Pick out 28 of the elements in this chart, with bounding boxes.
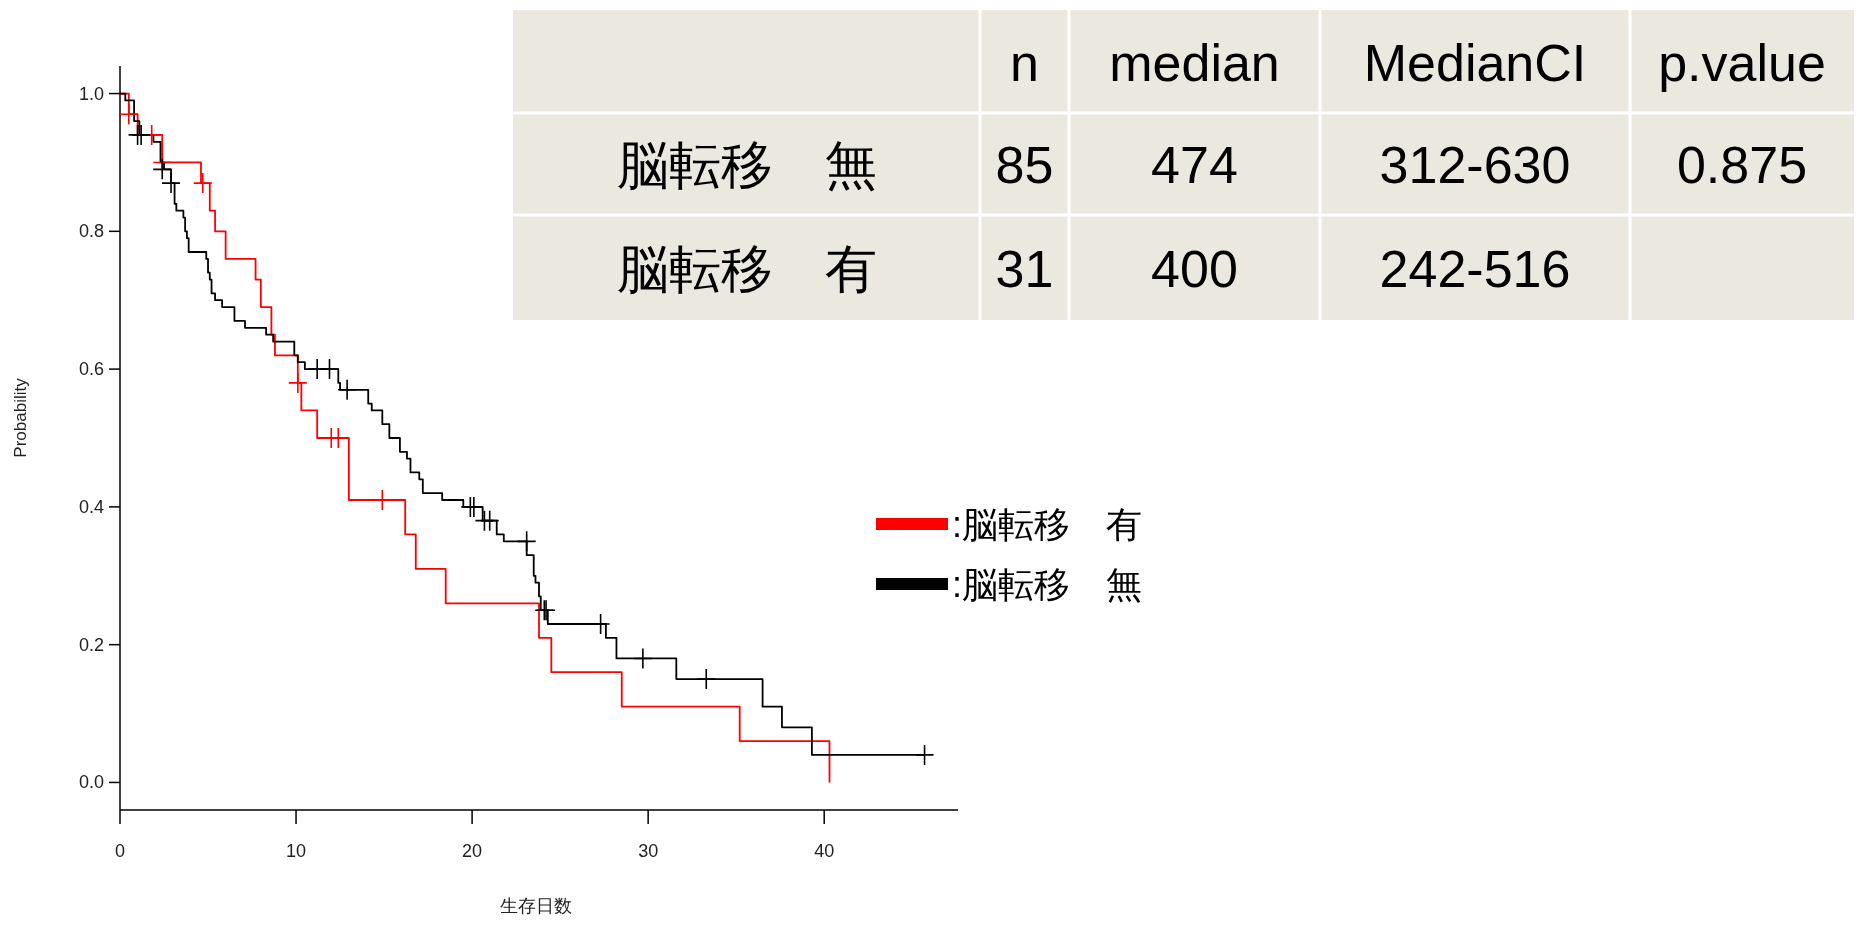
text: 242-516 bbox=[1379, 239, 1571, 298]
category-label: 脳転移 有 bbox=[616, 239, 877, 298]
x-tick-label: 20 bbox=[462, 841, 483, 861]
text: 0.875 bbox=[1676, 136, 1808, 194]
x-tick-label: 0 bbox=[114, 841, 126, 861]
x-tick-label: 30 bbox=[638, 841, 659, 861]
category-label: p.value bbox=[1658, 33, 1826, 92]
text: 312-630 bbox=[1379, 136, 1571, 194]
y-tick-label: 0.4 bbox=[78, 496, 104, 517]
category-label: MedianCI bbox=[1363, 33, 1587, 92]
y-tick-label: 0.8 bbox=[78, 221, 104, 242]
y-tick-label: 0.0 bbox=[78, 772, 104, 793]
text: 85 bbox=[995, 136, 1054, 194]
text: 474 bbox=[1151, 136, 1238, 194]
x-axis-title: 生存日数 bbox=[500, 896, 573, 916]
legend-label: :脳転移 無 bbox=[952, 564, 1143, 605]
y-axis-title: Probability bbox=[11, 377, 30, 458]
text: 400 bbox=[1151, 239, 1238, 298]
category-label: 脳転移 無 bbox=[616, 136, 877, 194]
x-tick-label: 10 bbox=[286, 841, 307, 861]
category-label: median bbox=[1109, 33, 1280, 92]
text: 31 bbox=[995, 239, 1054, 298]
x-tick-label: 40 bbox=[814, 841, 835, 861]
y-tick-label: 1.0 bbox=[78, 83, 104, 104]
y-tick-label: 0.6 bbox=[78, 359, 104, 380]
y-tick-label: 0.2 bbox=[78, 634, 104, 655]
legend-label: :脳転移 有 bbox=[952, 504, 1143, 545]
category-label: n bbox=[1010, 33, 1039, 92]
